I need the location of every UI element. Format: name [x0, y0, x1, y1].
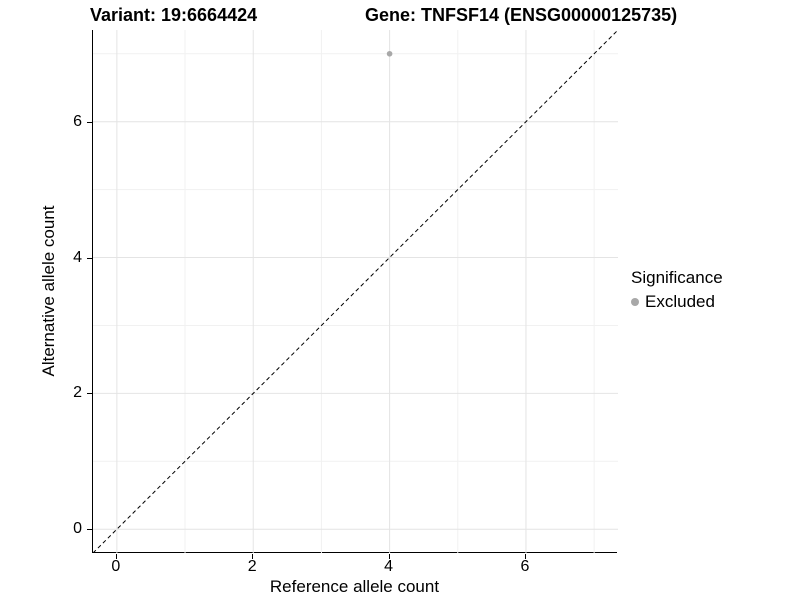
x-tick-label: 6: [520, 558, 530, 575]
y-tick-label: 0: [73, 520, 82, 538]
legend-title: Significance: [631, 268, 723, 287]
legend-item: Excluded: [631, 292, 723, 312]
x-tick-mark: [252, 554, 254, 559]
y-tick-mark: [87, 257, 92, 259]
y-tick-mark: [87, 393, 92, 395]
y-tick-mark: [87, 121, 92, 123]
identity-dashed-line: [93, 30, 618, 553]
y-tick-mark: [87, 529, 92, 531]
plot-panel: [92, 30, 618, 553]
legend: Significance Excluded: [631, 268, 723, 312]
legend-label: Excluded: [645, 292, 715, 311]
gene-title: Gene: TNFSF14 (ENSG00000125735): [365, 5, 678, 25]
y-axis-title: Alternative allele count: [39, 205, 58, 377]
legend-point-icon: [631, 298, 639, 306]
plot-area: [93, 30, 618, 553]
x-axis-title: Reference allele count: [269, 577, 440, 596]
x-tick-label: 4: [384, 558, 394, 575]
y-tick-label: 6: [73, 112, 82, 130]
y-tick-label: 4: [73, 248, 82, 266]
x-tick-mark: [388, 554, 390, 559]
x-tick-mark: [524, 554, 526, 559]
x-tick-label: 0: [111, 558, 121, 575]
y-tick-label: 2: [73, 384, 82, 402]
data-point: [386, 50, 393, 57]
x-tick-mark: [115, 554, 117, 559]
legend-items: Excluded: [631, 292, 723, 312]
variant-title: Variant: 19:6664424: [90, 5, 258, 25]
x-tick-label: 2: [247, 558, 257, 575]
